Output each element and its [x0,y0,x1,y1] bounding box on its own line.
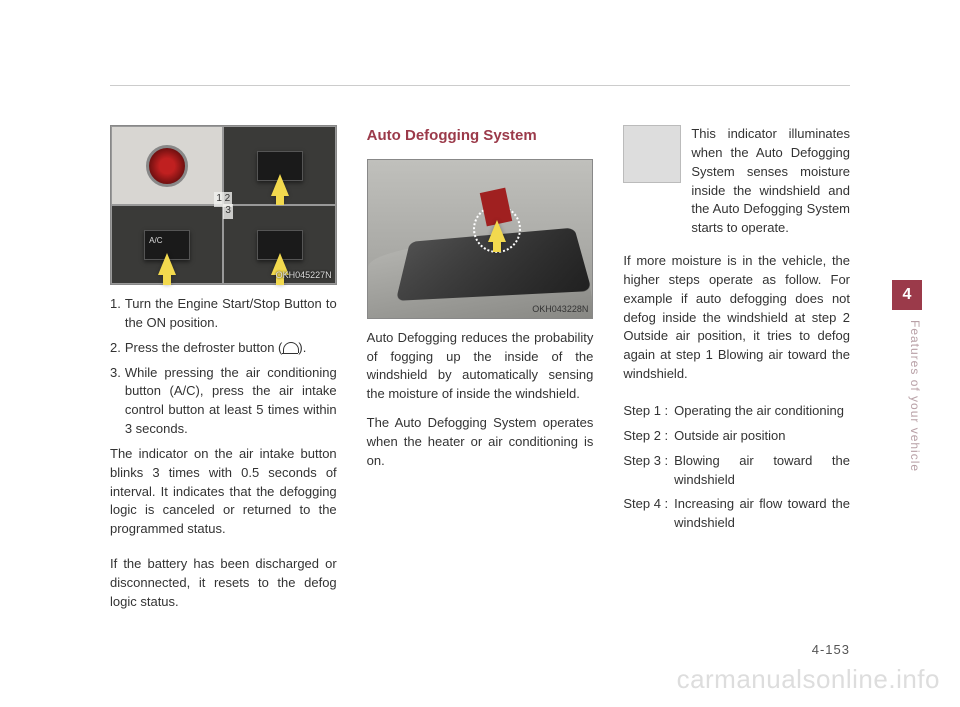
arrow-icon [488,220,506,242]
indicator-text: This indicator illuminates when the Auto… [691,125,850,238]
ac-label: A/C [149,235,162,247]
list-item: 1. Turn the Engine Start/Stop Button to … [110,295,337,333]
paragraph: If the battery has been discharged or di… [110,555,337,612]
list-item: 3. While pressing the air conditioning b… [110,364,337,439]
paragraph: The indicator on the air intake button b… [110,445,337,539]
fig1-panel-ac: A/C [111,205,223,284]
content-columns: A/C 1 2 3 OKH045227N 1. Turn the Engine … [110,125,850,622]
step-label: Step 3 : [623,452,668,490]
figure-caption: OKH045227N [276,269,332,282]
engine-start-icon [146,145,188,187]
step-text: Increasing air flow toward the windshiel… [674,495,850,533]
figure-defrost-buttons: A/C 1 2 3 OKH045227N [110,125,337,285]
step-label: Step 4 : [623,495,668,533]
section-heading: Auto Defogging System [367,125,594,147]
step-text: Operating the air conditioning [674,402,850,421]
chapter-title-vertical: Features of your vehicle [892,320,922,500]
item-number: 3. [110,364,121,439]
column-1: A/C 1 2 3 OKH045227N 1. Turn the Engine … [110,125,337,622]
column-3: This indicator illuminates when the Auto… [623,125,850,622]
step-text: Outside air position [674,427,850,446]
item-number: 2. [110,339,121,358]
step-item: Step 1 : Operating the air conditioning [623,402,850,421]
arrow-icon [158,253,176,275]
watermark-text: carmanualsonline.info [677,664,940,695]
chapter-tab: 4 [892,280,922,310]
list-item: 2. Press the defroster button (). [110,339,337,358]
paragraph: Auto Defogging reduces the probability o… [367,329,594,404]
step-item: Step 3 : Blowing air toward the windshie… [623,452,850,490]
item-text: Press the defroster button (). [125,339,306,358]
step-item: Step 4 : Increasing air flow toward the … [623,495,850,533]
text-pre: Press the defroster button ( [125,340,283,355]
item-number: 1. [110,295,121,333]
indicator-icon-placeholder [623,125,681,183]
figure-windshield-sensor: OKH043228N [367,159,594,319]
top-rule [110,85,850,86]
arrow-icon [271,174,289,196]
fig1-label-3: 3 [223,204,233,219]
defrost-icon [282,342,298,354]
column-2: Auto Defogging System OKH043228N Auto De… [367,125,594,622]
item-text: Turn the Engine Start/Stop Button to the… [125,295,337,333]
fig1-panel-defrost [223,126,335,205]
figure-caption: OKH043228N [532,303,588,316]
indicator-block: This indicator illuminates when the Auto… [623,125,850,238]
step-label: Step 1 : [623,402,668,421]
paragraph: The Auto Defogging System operates when … [367,414,594,471]
step-text: Blowing air toward the windshield [674,452,850,490]
step-label: Step 2 : [623,427,668,446]
item-text: While pressing the air conditioning butt… [125,364,337,439]
text-post: ). [298,340,306,355]
manual-page: A/C 1 2 3 OKH045227N 1. Turn the Engine … [0,0,960,707]
page-number: 4-153 [812,642,850,657]
paragraph: If more moisture is in the vehicle, the … [623,252,850,384]
fig1-panel-start [111,126,223,205]
step-item: Step 2 : Outside air position [623,427,850,446]
